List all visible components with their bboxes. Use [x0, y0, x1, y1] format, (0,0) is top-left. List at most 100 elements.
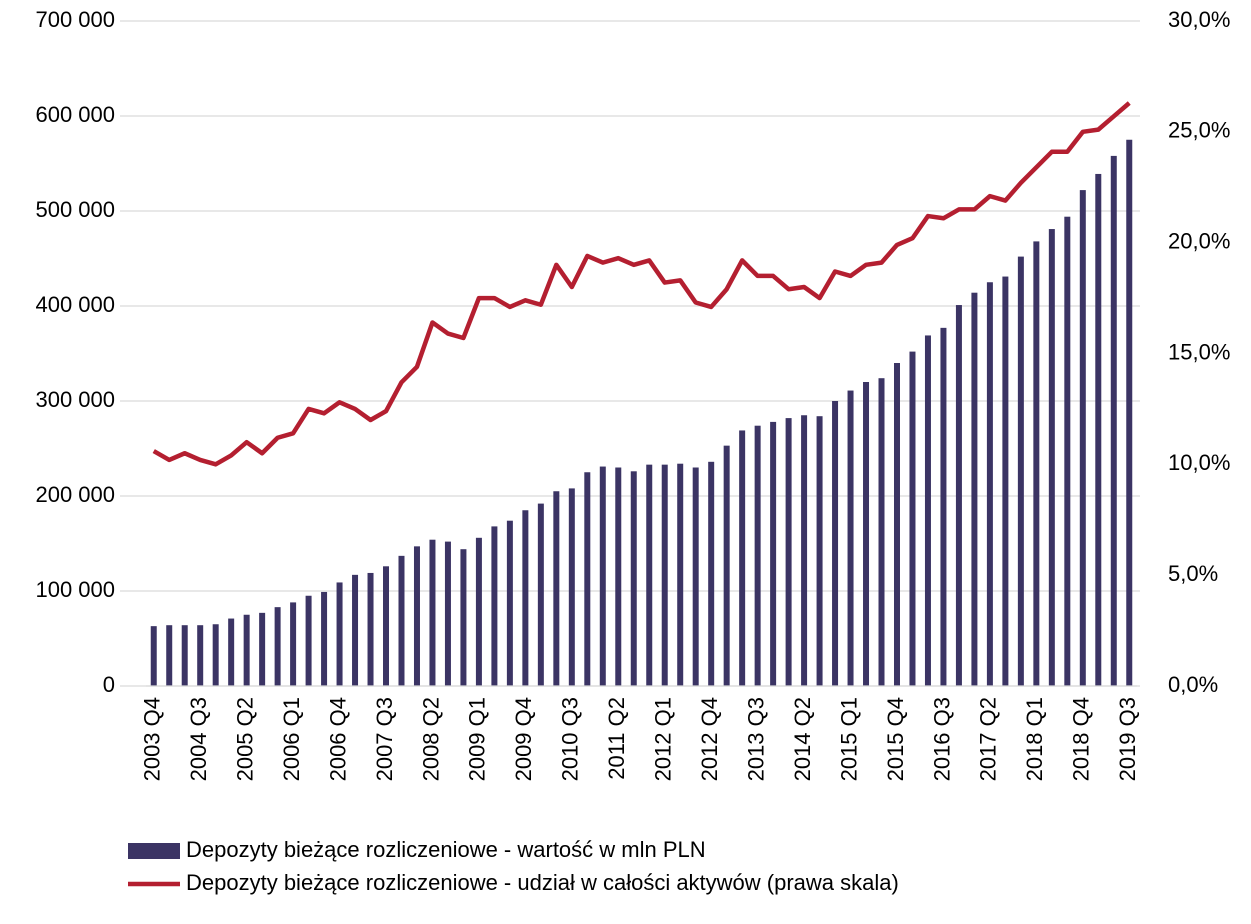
bar [832, 401, 839, 686]
bar [460, 549, 467, 686]
bar [661, 464, 668, 686]
bar [692, 467, 699, 686]
bar [259, 612, 266, 686]
bar [429, 539, 436, 686]
bar [352, 574, 359, 686]
bar [1033, 241, 1040, 686]
bar [615, 467, 622, 686]
bar [986, 282, 993, 686]
x-tick-label: 2008 Q2 [418, 697, 443, 781]
y-tick-label: 100 000 [35, 577, 115, 602]
bar [739, 430, 746, 686]
y2-tick-label: 10,0% [1168, 450, 1230, 475]
bar [1064, 216, 1071, 686]
bar [909, 351, 916, 686]
bar [770, 421, 777, 686]
bar [383, 566, 390, 686]
x-tick-label: 2017 Q2 [976, 697, 1001, 781]
bar [971, 292, 978, 686]
legend-label: Depozyty bieżące rozliczeniowe - wartość… [186, 837, 706, 862]
y-tick-label: 400 000 [35, 292, 115, 317]
x-tick-label: 2006 Q4 [325, 697, 350, 781]
bar [785, 418, 792, 686]
bar [708, 461, 715, 686]
bar [290, 602, 297, 686]
x-tick-label: 2013 Q3 [743, 697, 768, 781]
bar [1095, 173, 1102, 686]
bar [413, 546, 420, 686]
bar [568, 488, 575, 686]
bar [150, 626, 157, 686]
bar [646, 464, 653, 686]
bar [274, 607, 281, 686]
bar [863, 382, 870, 686]
bar [228, 618, 235, 686]
bar [801, 415, 808, 686]
bar [305, 595, 312, 686]
bar [553, 491, 560, 686]
x-tick-label: 2015 Q4 [883, 697, 908, 781]
y-tick-label: 300 000 [35, 387, 115, 412]
y2-tick-label: 0,0% [1168, 672, 1218, 697]
bar [630, 471, 637, 686]
y-tick-label: 700 000 [35, 7, 115, 32]
bar [754, 425, 761, 686]
bar [1048, 229, 1055, 687]
bar [336, 582, 343, 686]
x-tick-label: 2009 Q1 [465, 697, 490, 781]
bar [893, 363, 900, 686]
bar [1079, 190, 1086, 686]
x-tick-label: 2015 Q1 [836, 697, 861, 781]
bar [584, 472, 591, 686]
bar [197, 625, 204, 686]
bar [321, 591, 328, 686]
x-tick-label: 2007 Q3 [372, 697, 397, 781]
bar [181, 625, 188, 686]
y2-tick-label: 5,0% [1168, 561, 1218, 586]
bar [924, 335, 931, 686]
bar [166, 625, 173, 686]
bar [1002, 276, 1009, 686]
x-tick-label: 2009 Q4 [511, 697, 536, 781]
x-tick-label: 2018 Q4 [1069, 697, 1094, 781]
x-tick-label: 2006 Q1 [279, 697, 304, 781]
y-tick-label: 200 000 [35, 482, 115, 507]
bar [940, 327, 947, 686]
bar [599, 466, 606, 686]
bar [677, 463, 684, 686]
bar [723, 445, 730, 686]
x-tick-label: 2019 Q3 [1115, 697, 1140, 781]
bar [475, 537, 482, 686]
bar [955, 305, 962, 686]
x-tick-label: 2012 Q4 [697, 697, 722, 781]
bar [816, 416, 823, 686]
x-tick-label: 2005 Q2 [232, 697, 257, 781]
y2-tick-label: 20,0% [1168, 228, 1230, 253]
y2-tick-label: 25,0% [1168, 118, 1230, 143]
y2-tick-label: 15,0% [1168, 339, 1230, 364]
x-tick-label: 2018 Q1 [1022, 697, 1047, 781]
bar [491, 526, 498, 686]
x-tick-label: 2016 Q3 [929, 697, 954, 781]
y-tick-label: 500 000 [35, 197, 115, 222]
bar [522, 510, 529, 686]
x-tick-label: 2003 Q4 [140, 697, 165, 781]
bar [847, 390, 854, 686]
bar [1126, 139, 1133, 686]
bar [367, 572, 374, 686]
x-tick-label: 2004 Q3 [186, 697, 211, 781]
x-tick-label: 2010 Q3 [558, 697, 583, 781]
bar [1017, 256, 1024, 686]
bar [398, 555, 405, 686]
y-tick-label: 0 [103, 672, 115, 697]
line [152, 101, 1131, 467]
x-tick-label: 2014 Q2 [790, 697, 815, 781]
bar [878, 378, 885, 686]
bar [444, 541, 451, 686]
x-tick-label: 2011 Q2 [604, 697, 629, 780]
bar [212, 624, 219, 686]
legend-label: Depozyty bieżące rozliczeniowe - udział … [186, 870, 899, 895]
bar [506, 520, 513, 686]
bar [243, 614, 250, 686]
